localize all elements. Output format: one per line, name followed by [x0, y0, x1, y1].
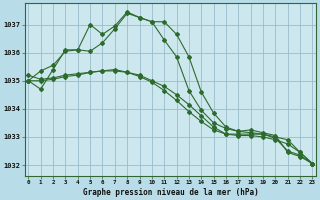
X-axis label: Graphe pression niveau de la mer (hPa): Graphe pression niveau de la mer (hPa)	[83, 188, 258, 197]
